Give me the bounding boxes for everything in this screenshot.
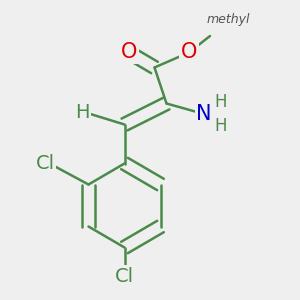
Text: O: O [181,43,197,62]
Text: methyl: methyl [206,13,250,26]
Text: H: H [214,117,227,135]
Text: N: N [196,104,212,124]
Text: Cl: Cl [115,266,134,286]
Text: Cl: Cl [35,154,55,173]
Text: O: O [121,43,137,62]
Text: H: H [214,93,227,111]
Text: H: H [75,103,90,122]
